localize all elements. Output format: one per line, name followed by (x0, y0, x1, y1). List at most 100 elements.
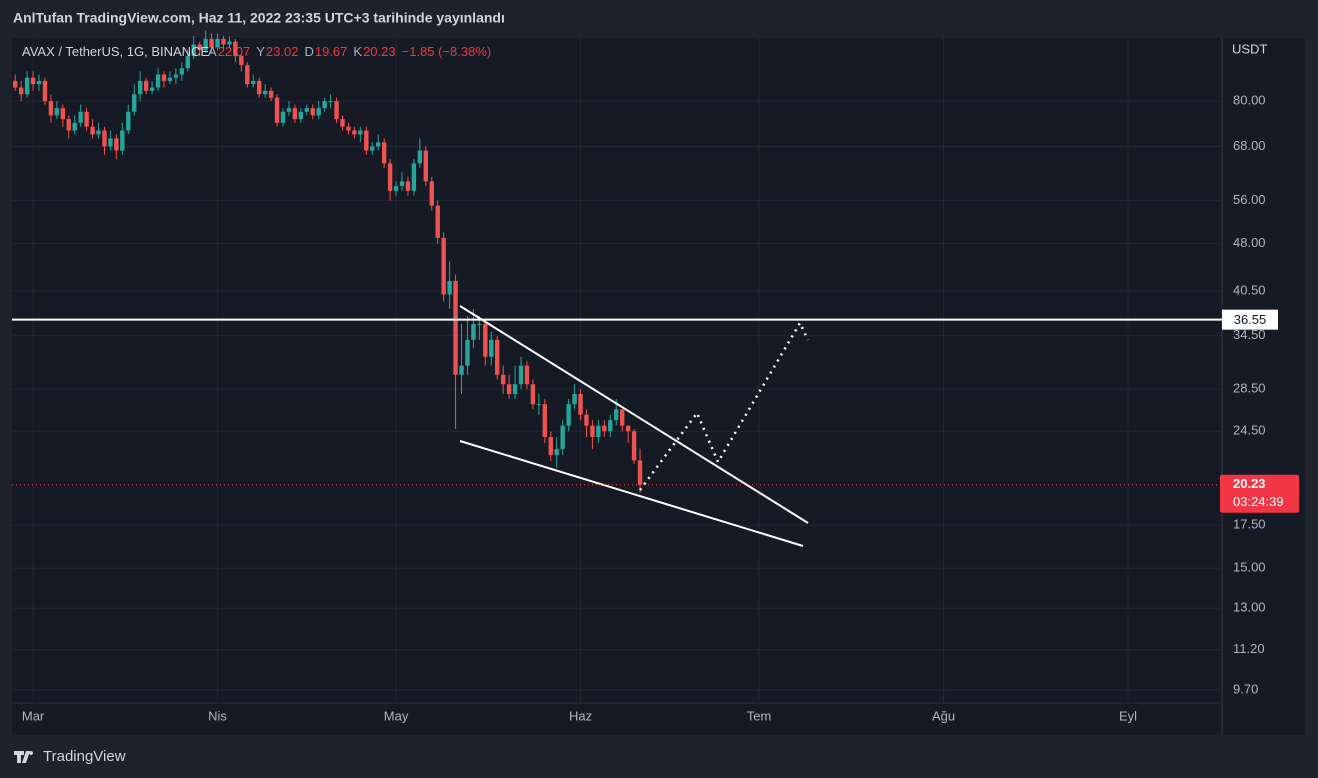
logo-icon (14, 751, 34, 763)
candle-body (262, 90, 268, 95)
candle-body (316, 108, 321, 116)
candle-body (631, 431, 637, 461)
candle-body (608, 420, 613, 432)
candle-body (114, 138, 119, 151)
candle-body (102, 130, 107, 147)
candle-body (13, 80, 18, 88)
x-tick-label: Eyl (1119, 708, 1137, 723)
published-note: AnlTufan TradingView.com, Haz 11, 2022 2… (13, 10, 505, 26)
candle-body (227, 41, 232, 45)
candle-body (48, 101, 54, 116)
candle-body (411, 163, 417, 191)
candle-body (161, 74, 167, 81)
candle-body (239, 56, 244, 66)
candle-body (405, 181, 411, 191)
candles (13, 30, 643, 493)
candle-body (155, 74, 161, 88)
candle-body (512, 384, 518, 395)
candle-body (625, 425, 631, 432)
candle-body (423, 150, 429, 182)
x-tick-label: Nis (208, 708, 227, 723)
candle-body (536, 404, 542, 406)
candle-body (524, 365, 530, 385)
x-tick-label: May (384, 708, 409, 723)
candle-body (548, 437, 553, 456)
legend-value: 19.67 (315, 44, 348, 59)
candle-body (96, 130, 101, 135)
candle-body (54, 108, 60, 116)
candle-body (60, 108, 66, 120)
symbol: AVAX / TetherUS, 1G, BINANCE (22, 44, 209, 59)
candle-body (42, 80, 48, 102)
legend-value: 23.02 (266, 44, 299, 59)
legend-value: 20.23 (363, 44, 396, 59)
y-tick-label: 48.00 (1233, 235, 1266, 250)
last-price-label: 20.23 (1233, 476, 1266, 491)
candle-body (108, 138, 113, 147)
y-tick-label: 56.00 (1233, 192, 1266, 207)
candle-body (453, 280, 458, 375)
projection-path (638, 320, 810, 491)
candle-body (358, 130, 363, 135)
candle-body (132, 94, 137, 112)
candle-body (143, 80, 149, 91)
candle-body (215, 38, 220, 48)
candle-body (167, 77, 173, 81)
legend-key: Y (256, 44, 265, 59)
candle-body (78, 111, 83, 123)
level-label: 36.55 (1234, 312, 1267, 327)
candle-body (256, 80, 262, 95)
candle-body (459, 365, 464, 375)
legend: AVAX / TetherUS, 1G, BINANCE A22.07 Y23.0… (22, 44, 491, 59)
candle-body (340, 119, 345, 127)
candle-body (203, 38, 208, 51)
y-tick-label: 40.50 (1233, 282, 1266, 297)
candle-body (542, 404, 548, 438)
candle-body (376, 142, 381, 147)
candle-body (245, 65, 250, 85)
candle-body (280, 111, 286, 123)
candle-body (578, 394, 583, 415)
candle-body (489, 339, 494, 357)
y-tick-label: 13.00 (1233, 600, 1266, 615)
y-tick-label: 24.50 (1233, 423, 1266, 438)
y-tick-label: 34.50 (1233, 327, 1266, 342)
candle-body (18, 87, 24, 95)
brand: TradingView (43, 748, 126, 765)
candle-body (292, 108, 298, 120)
x-tick-label: Haz (569, 708, 592, 723)
level-label-box (1222, 309, 1278, 330)
candle-body (298, 111, 304, 120)
candle-body (417, 150, 423, 164)
candle-body (352, 130, 357, 135)
candle-body (477, 323, 482, 325)
x-tick-label: Ağu (932, 708, 955, 723)
candle-body (483, 323, 488, 357)
candle-body (137, 80, 143, 95)
y-tick-label: 15.00 (1233, 560, 1266, 575)
candle-body (447, 280, 452, 295)
y-tick-label: 80.00 (1233, 93, 1266, 108)
candle-body (370, 146, 375, 151)
candle-body (554, 448, 559, 456)
candle-body (304, 108, 309, 112)
x-tick-label: Mar (22, 708, 45, 723)
overlay: 36.55 20.23 03:24:39 (12, 309, 1299, 513)
candle-body (251, 80, 256, 85)
candle-body (185, 56, 190, 69)
candle-body (84, 111, 89, 127)
candle-body (465, 339, 470, 366)
candle-body (221, 38, 226, 45)
candle-body (566, 404, 571, 426)
candle-body (346, 126, 351, 131)
candle-body (614, 409, 619, 421)
legend-value: 22.07 (218, 44, 251, 59)
candle-body (518, 365, 524, 385)
last-price-box (1220, 474, 1299, 513)
y-tick-label: 9.70 (1233, 681, 1258, 696)
legend-change: −1.85 (−8.38%) (402, 44, 492, 59)
candle-body (381, 142, 387, 164)
candle-body (90, 126, 95, 135)
y-tick-label: 11.20 (1233, 641, 1265, 656)
